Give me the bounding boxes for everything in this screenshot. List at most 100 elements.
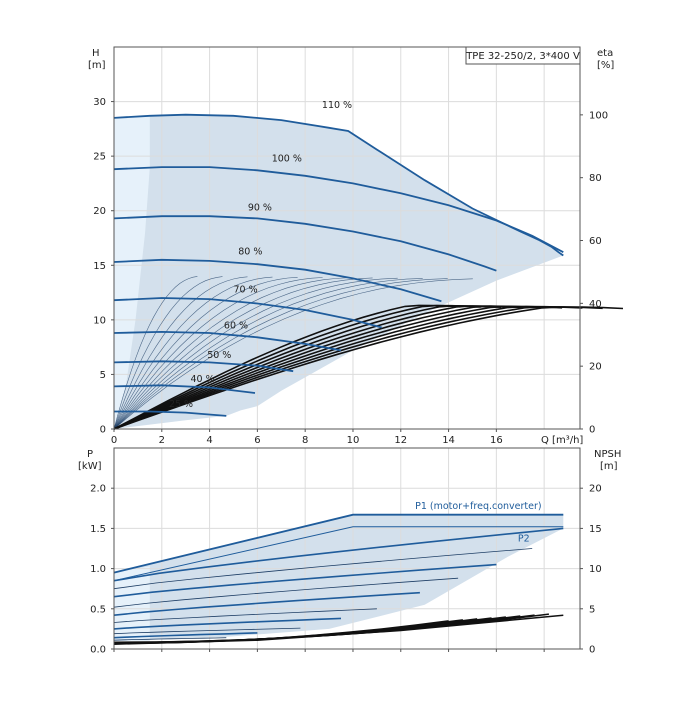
bottom-plot-frame [113,447,581,650]
efficiency-arc [113,277,298,430]
y2-tick-label: 10 [589,564,602,575]
curve-label: P1 (motor+freq.converter) [415,501,542,512]
pump-curve-90 [113,215,497,272]
y-tick-label: 15 [93,261,106,272]
min-flow-band [114,115,150,430]
y2-tick-label: 5 [589,604,595,615]
x-tick-label: 8 [302,435,308,446]
y-tick-label: 1.5 [90,524,106,535]
pump-curve-80 [113,258,442,303]
efficiency-curve [113,305,522,430]
curve-label: 90 % [248,203,272,214]
y2-tick-label: 40 [589,299,602,310]
curve-label: 110 % [322,100,352,111]
curve-label: P2 [518,533,530,544]
x-tick-label: 2 [159,435,165,446]
efficiency-curve [113,305,603,430]
efficiency-curve [113,305,542,430]
y-axis-unit: [m] [88,60,106,71]
efficiency-arc [113,276,248,430]
x-tick-label: 12 [394,435,407,446]
x-tick-label: 14 [442,435,455,446]
x-tick-label: 0 [111,435,117,446]
y-tick-label: 2.0 [90,484,106,495]
y-axis-label: H [92,48,100,59]
y-axis-unit: [kW] [78,461,102,472]
power-curve [113,608,377,623]
y2-tick-label: 60 [589,236,602,247]
x-tick-label: 16 [490,435,503,446]
power-curve [113,577,459,608]
y-tick-label: 25 [93,152,106,163]
pump-curve-100 [113,166,564,253]
y-tick-label: 0.5 [90,604,106,615]
x-tick-label: 10 [347,435,360,446]
curve-label: 40 % [190,374,214,385]
y2-tick-label: 20 [589,484,602,495]
y2-axis-unit: [%] [597,60,614,71]
power-curve [113,627,301,635]
pump-curve-70 [113,297,382,329]
y2-tick-label: 100 [589,110,608,121]
pump-curve-25 [114,410,227,417]
efficiency-arc [113,277,323,430]
chart-title: TPE 32-250/2, 3*400 V [465,51,580,62]
power-curve [113,527,564,582]
curve-label: 60 % [224,321,248,332]
title-box [465,46,581,65]
y2-tick-label: 0 [589,425,595,436]
y-tick-label: 0.0 [90,645,106,656]
efficiency-arc [113,278,473,430]
efficiency-curve [113,304,481,430]
efficiency-arc [113,277,373,430]
p2-curve [113,526,564,582]
npsh-curve [113,614,564,645]
power-curve [113,548,533,590]
efficiency-arc [113,278,448,430]
efficiency-curve [113,305,583,430]
x-tick-label: 6 [254,435,260,446]
efficiency-curve [113,305,563,430]
curve-label: 70 % [233,285,257,296]
y-tick-label: 20 [93,206,106,217]
y-tick-label: 10 [93,315,106,326]
power-curve [113,632,258,639]
p1-curve [113,513,564,574]
power-curve [113,637,227,641]
efficiency-arc [113,277,398,430]
y2-tick-label: 20 [589,362,602,373]
top-plot-frame [113,46,581,430]
curve-label: 25 % [169,399,193,410]
y-tick-label: 30 [93,97,106,108]
efficiency-arc [113,277,348,430]
efficiency-curve [113,304,461,430]
curve-label: 80 % [238,246,262,257]
y2-tick-label: 15 [589,524,602,535]
operating-range-band [114,114,564,429]
pump-curve-60 [113,330,342,352]
y2-tick-label: 0 [589,645,595,656]
pump-curve-50 [113,360,294,373]
y-tick-label: 5 [100,370,106,381]
efficiency-arc [113,276,273,430]
curve-label: 50 % [207,350,231,361]
y-tick-label: 1.0 [90,564,106,575]
pump-curve-40 [113,384,256,394]
x-axis-label: Q [m³/h] [541,435,583,446]
curve-label: 100 % [272,154,302,165]
y2-axis-label: eta [597,48,613,59]
y2-axis-unit: [m] [600,461,618,472]
y2-axis-label: NPSH [594,449,621,460]
efficiency-arc [113,276,223,430]
efficiency-curve [113,306,624,430]
power-curve [113,591,420,616]
y2-tick-label: 80 [589,173,602,184]
y-tick-label: 0 [100,425,106,436]
x-tick-label: 4 [206,435,212,446]
power-curve [113,617,342,630]
y-axis-label: P [87,449,93,460]
power-curve [113,563,497,598]
efficiency-arc [113,276,198,430]
